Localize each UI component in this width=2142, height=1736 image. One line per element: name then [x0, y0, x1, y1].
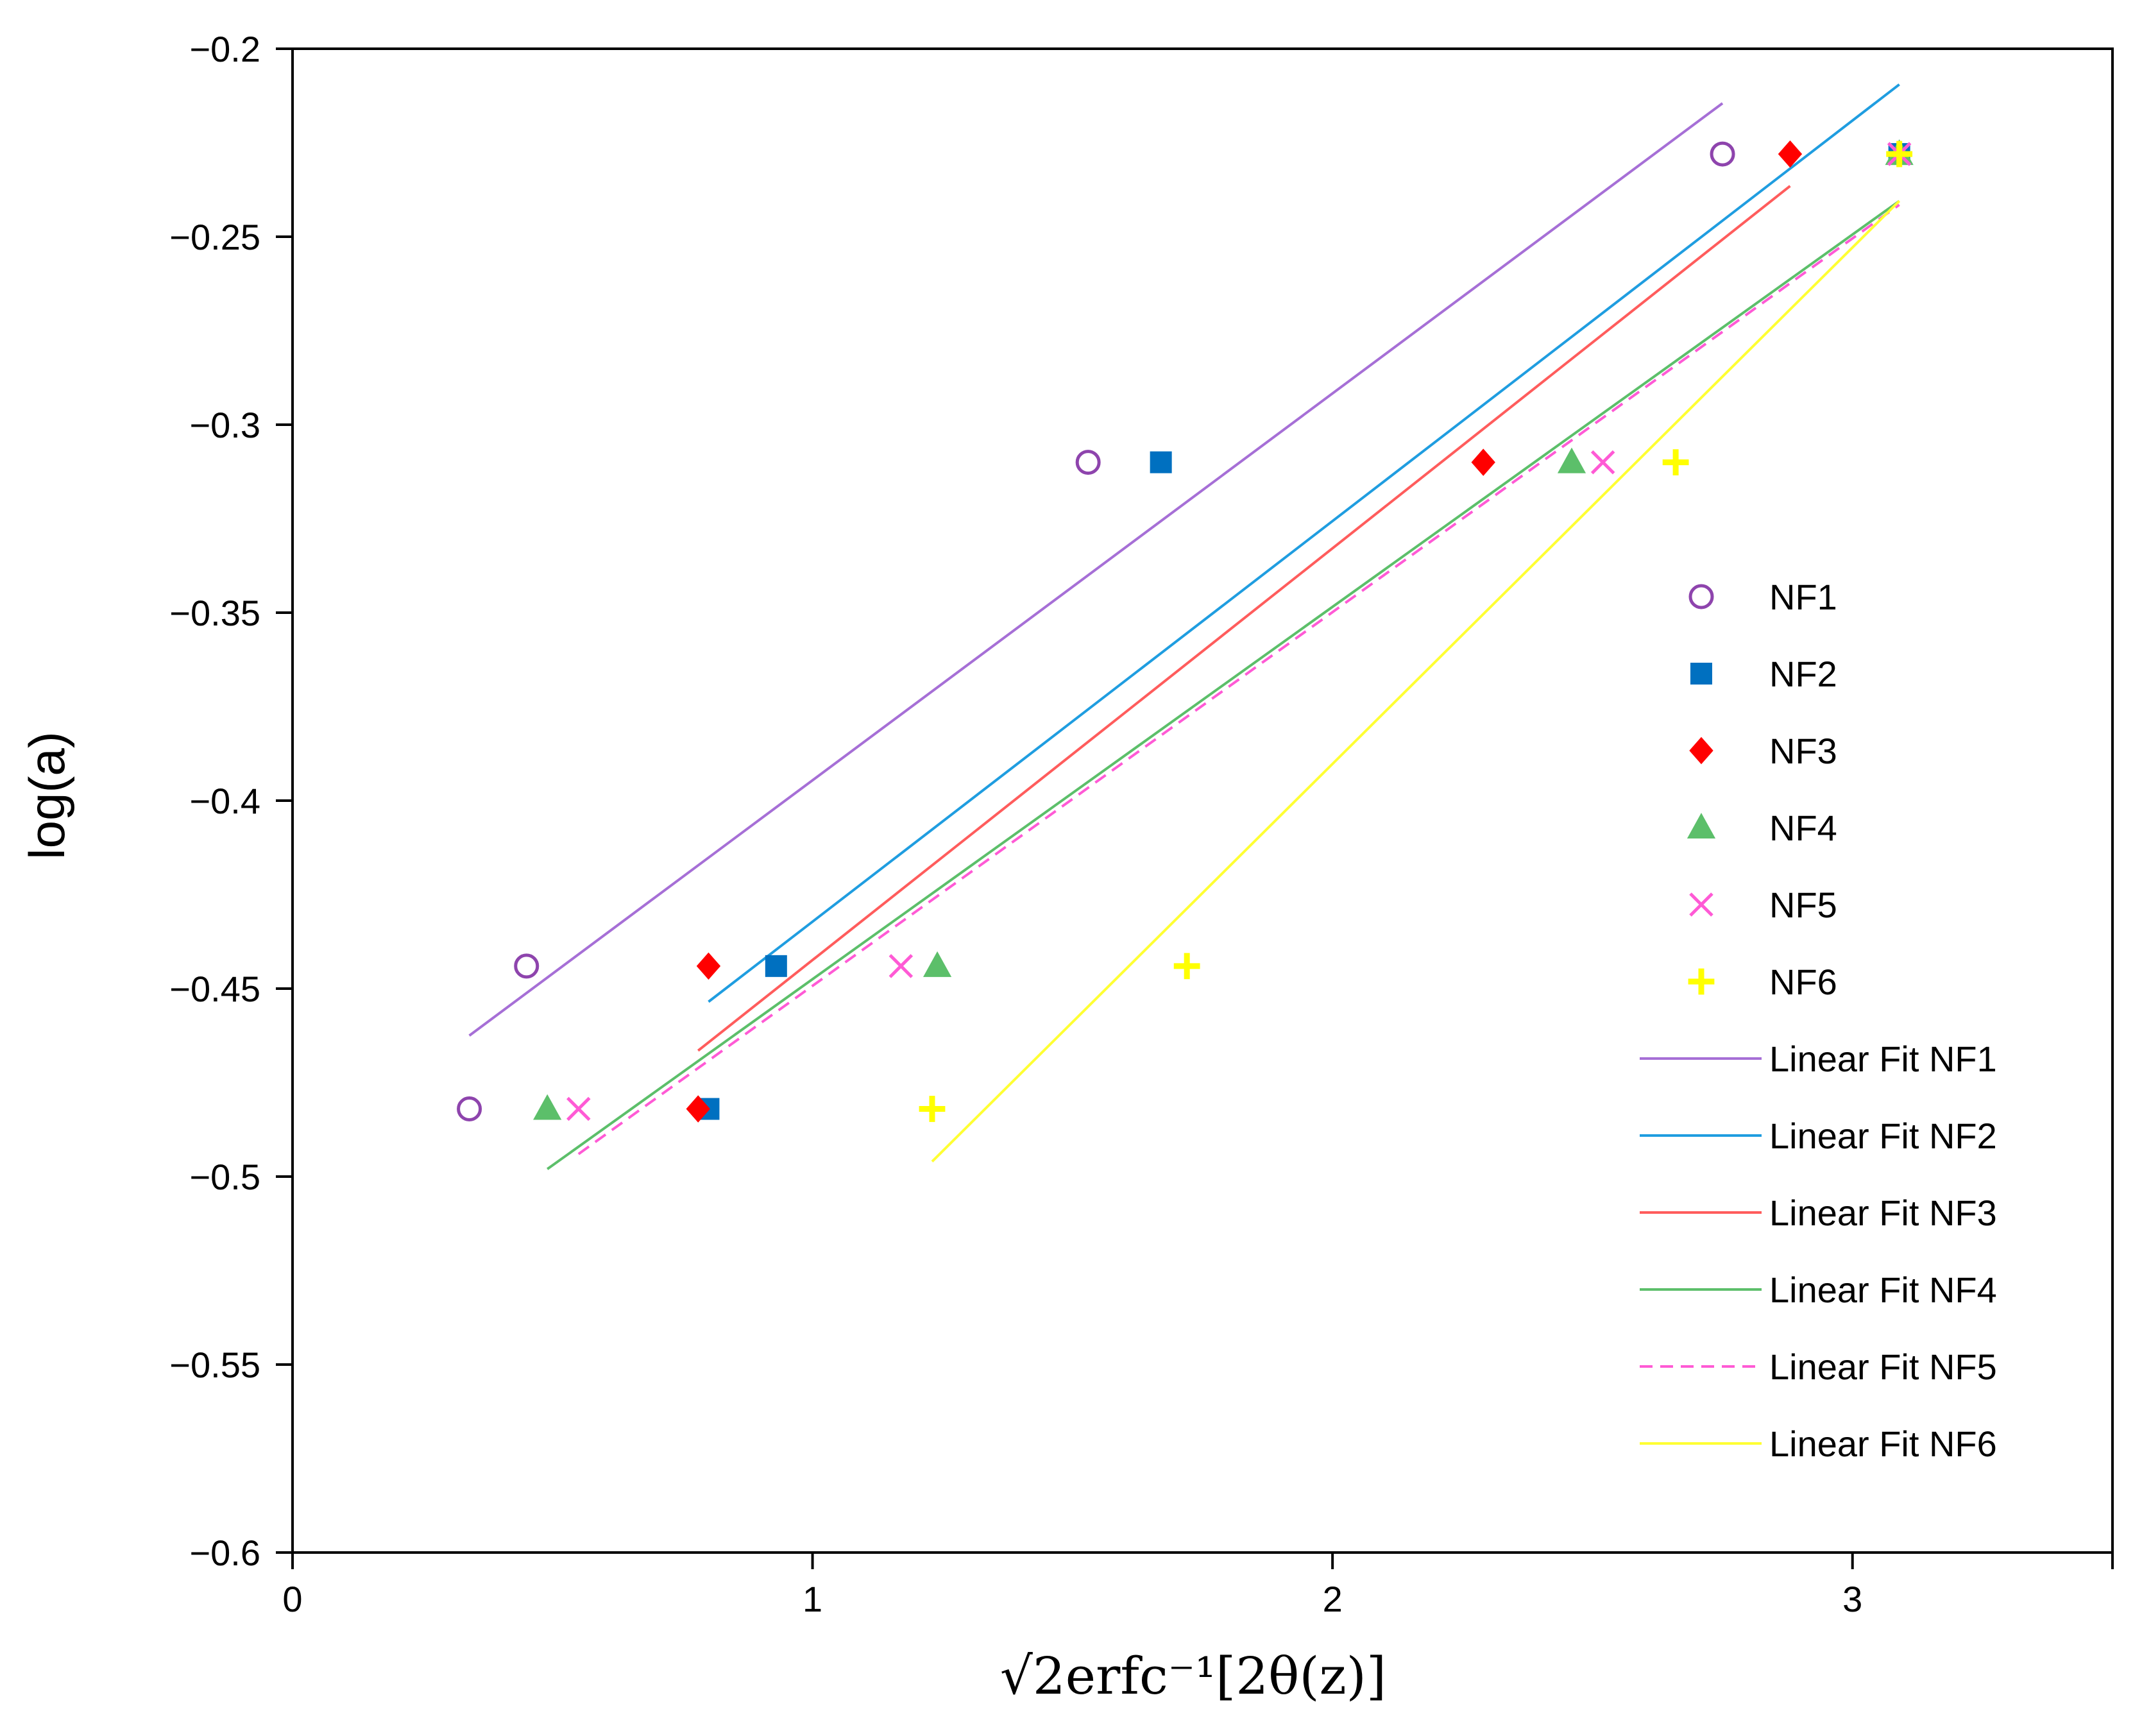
y-axis-title: log(a) — [19, 731, 75, 859]
x-tick-label: 2 — [1323, 1579, 1343, 1619]
legend-marker-nf2 — [1690, 663, 1712, 685]
x-axis-title: √2erfc⁻¹[2θ(z)] — [1000, 1646, 1386, 1706]
data-point-nf1 — [457, 1096, 482, 1122]
legend-label: Linear Fit NF2 — [1769, 1116, 1997, 1156]
data-point-nf3 — [1471, 448, 1495, 476]
legend-label: NF6 — [1769, 962, 1837, 1002]
data-point-nf3 — [686, 1095, 710, 1123]
data-point-nf6 — [1173, 953, 1200, 980]
legend-marker-nf3 — [1689, 736, 1713, 765]
fit-line-nf4 — [547, 200, 1900, 1170]
fit-line-nf1 — [468, 102, 1724, 1037]
data-point-nf5 — [566, 1096, 591, 1121]
legend-label: NF2 — [1769, 654, 1837, 694]
data-point-nf6 — [919, 1096, 946, 1122]
y-tick-label: −0.6 — [189, 1533, 260, 1573]
legend-label: NF5 — [1769, 885, 1837, 925]
plot-frame — [291, 47, 2114, 1554]
data-point-nf4 — [1557, 447, 1586, 473]
x-tick-label: 1 — [803, 1579, 822, 1619]
fit-line-nf6 — [931, 200, 1901, 1162]
legend-marker-nf5 — [1689, 892, 1713, 917]
x-tick-label: 0 — [282, 1579, 302, 1619]
y-tick-label: −0.4 — [189, 781, 260, 821]
data-point-nf6 — [1662, 449, 1689, 475]
fit-line-nf2 — [708, 83, 1900, 1003]
data-point-nf2 — [1150, 451, 1172, 473]
legend-label: Linear Fit NF4 — [1769, 1270, 1997, 1310]
data-point-nf3 — [696, 952, 721, 980]
y-tick-label: −0.3 — [189, 405, 260, 445]
legend-label: Linear Fit NF1 — [1769, 1039, 1997, 1079]
fit-lines-layer — [468, 83, 1901, 1170]
legend: NF1 NF2 NF3 NF4 NF5 NF6 Linear Fit NF1 Linear F… — [1640, 577, 1997, 1464]
legend-marker-nf6 — [1688, 968, 1715, 995]
legend-marker-nf1 — [1688, 584, 1714, 609]
legend-label: Linear Fit NF6 — [1769, 1424, 1997, 1464]
axes-layer: −0.2 −0.25 −0.3 −0.35 −0.4 −0.45 −0.5 −0.55 −0.6… — [169, 29, 2114, 1619]
data-point-nf6 — [1886, 140, 1913, 167]
data-points-layer — [457, 139, 1914, 1123]
y-tick-label: −0.5 — [189, 1157, 260, 1197]
legend-label: NF3 — [1769, 731, 1837, 771]
data-point-nf5 — [1590, 450, 1615, 475]
data-point-nf4 — [533, 1094, 562, 1120]
data-point-nf4 — [923, 951, 952, 977]
x-tick-label: 3 — [1842, 1579, 1862, 1619]
legend-label: NF1 — [1769, 577, 1837, 617]
y-tick-label: −0.45 — [169, 969, 260, 1009]
legend-label: NF4 — [1769, 808, 1837, 848]
y-tick-label: −0.55 — [169, 1345, 260, 1385]
y-tick-label: −0.2 — [189, 29, 260, 69]
fit-line-nf5 — [577, 203, 1900, 1155]
legend-label: Linear Fit NF5 — [1769, 1347, 1997, 1387]
fit-line-nf3 — [697, 185, 1791, 1052]
data-point-nf1 — [1710, 141, 1735, 167]
data-point-nf5 — [888, 954, 914, 978]
y-tick-label: −0.25 — [169, 217, 260, 257]
data-point-nf3 — [1778, 140, 1803, 168]
legend-marker-nf4 — [1687, 813, 1716, 838]
data-point-nf1 — [1075, 450, 1101, 475]
data-point-nf2 — [765, 955, 787, 977]
y-tick-label: −0.35 — [169, 593, 260, 633]
legend-label: Linear Fit NF3 — [1769, 1193, 1997, 1233]
data-point-nf1 — [514, 953, 540, 979]
